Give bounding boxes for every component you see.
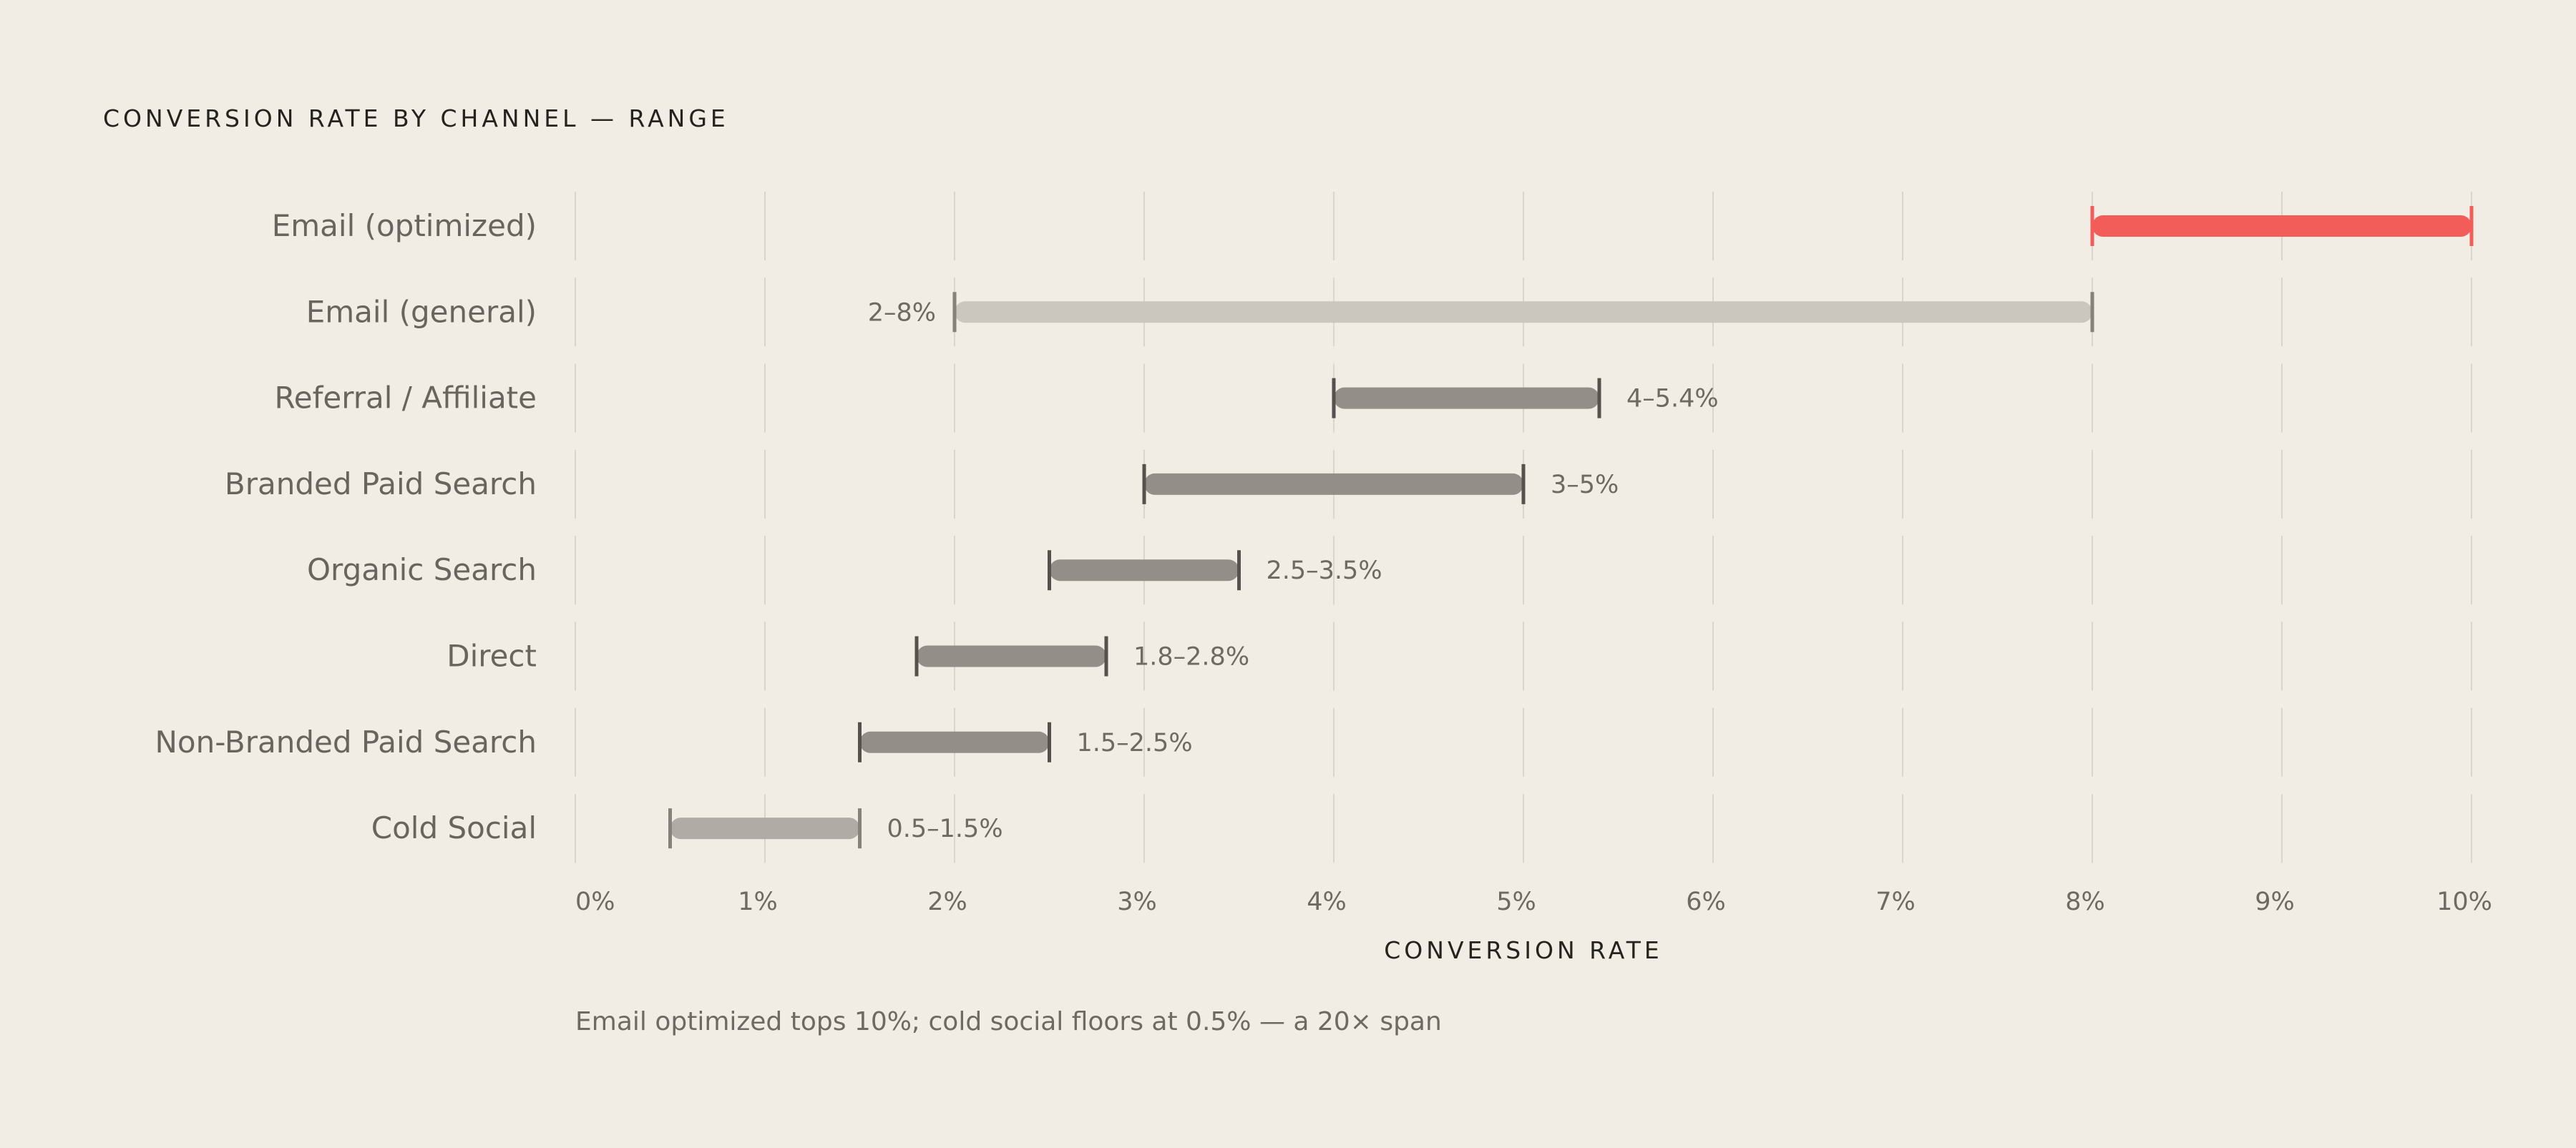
x-tick-label: 5% bbox=[1496, 888, 1536, 916]
category-label: Cold Social bbox=[371, 810, 537, 845]
chart-footnote: Email optimized tops 10%; cold social fl… bbox=[575, 1007, 1442, 1036]
x-tick-label: 4% bbox=[1307, 888, 1347, 916]
range-bar bbox=[917, 645, 1106, 667]
x-tick-label: 9% bbox=[2255, 888, 2295, 916]
x-tick-label: 2% bbox=[927, 888, 967, 916]
range-bar bbox=[2092, 215, 2472, 237]
x-axis-title: CONVERSION RATE bbox=[1384, 936, 1663, 964]
category-label: Non-Branded Paid Search bbox=[155, 725, 537, 760]
category-label: Organic Search bbox=[307, 552, 537, 587]
range-value-label: 0.5–1.5% bbox=[887, 815, 1003, 843]
chart-title: CONVERSION RATE BY CHANNEL — RANGE bbox=[103, 104, 729, 132]
x-tick-label: 7% bbox=[1875, 888, 1916, 916]
category-label: Branded Paid Search bbox=[225, 466, 537, 501]
x-tick-label: 6% bbox=[1686, 888, 1726, 916]
category-label: Email (general) bbox=[306, 294, 537, 329]
range-bar bbox=[859, 731, 1050, 753]
x-tick-label: 3% bbox=[1117, 888, 1157, 916]
range-bar bbox=[1049, 559, 1239, 582]
range-bar bbox=[1144, 473, 1523, 495]
range-value-label: 2.5–3.5% bbox=[1267, 556, 1382, 585]
category-label: Direct bbox=[447, 639, 537, 674]
range-value-label: 3–5% bbox=[1551, 471, 1619, 499]
x-tick-label: 8% bbox=[2065, 888, 2105, 916]
range-bar bbox=[1334, 387, 1599, 409]
x-tick-label: 0% bbox=[575, 888, 615, 916]
range-value-label: 1.8–2.8% bbox=[1133, 643, 1249, 672]
x-tick-label: 10% bbox=[2436, 888, 2492, 916]
category-label: Email (optimized) bbox=[272, 208, 537, 243]
range-value-label: 4–5.4% bbox=[1626, 385, 1719, 413]
category-label: Referral / Affiliate bbox=[274, 381, 537, 416]
x-tick-label: 1% bbox=[738, 888, 778, 916]
range-value-label: 2–8% bbox=[868, 298, 936, 327]
range-value-label: 1.5–2.5% bbox=[1077, 729, 1193, 757]
range-bar bbox=[670, 818, 860, 840]
range-bar bbox=[955, 301, 2092, 323]
